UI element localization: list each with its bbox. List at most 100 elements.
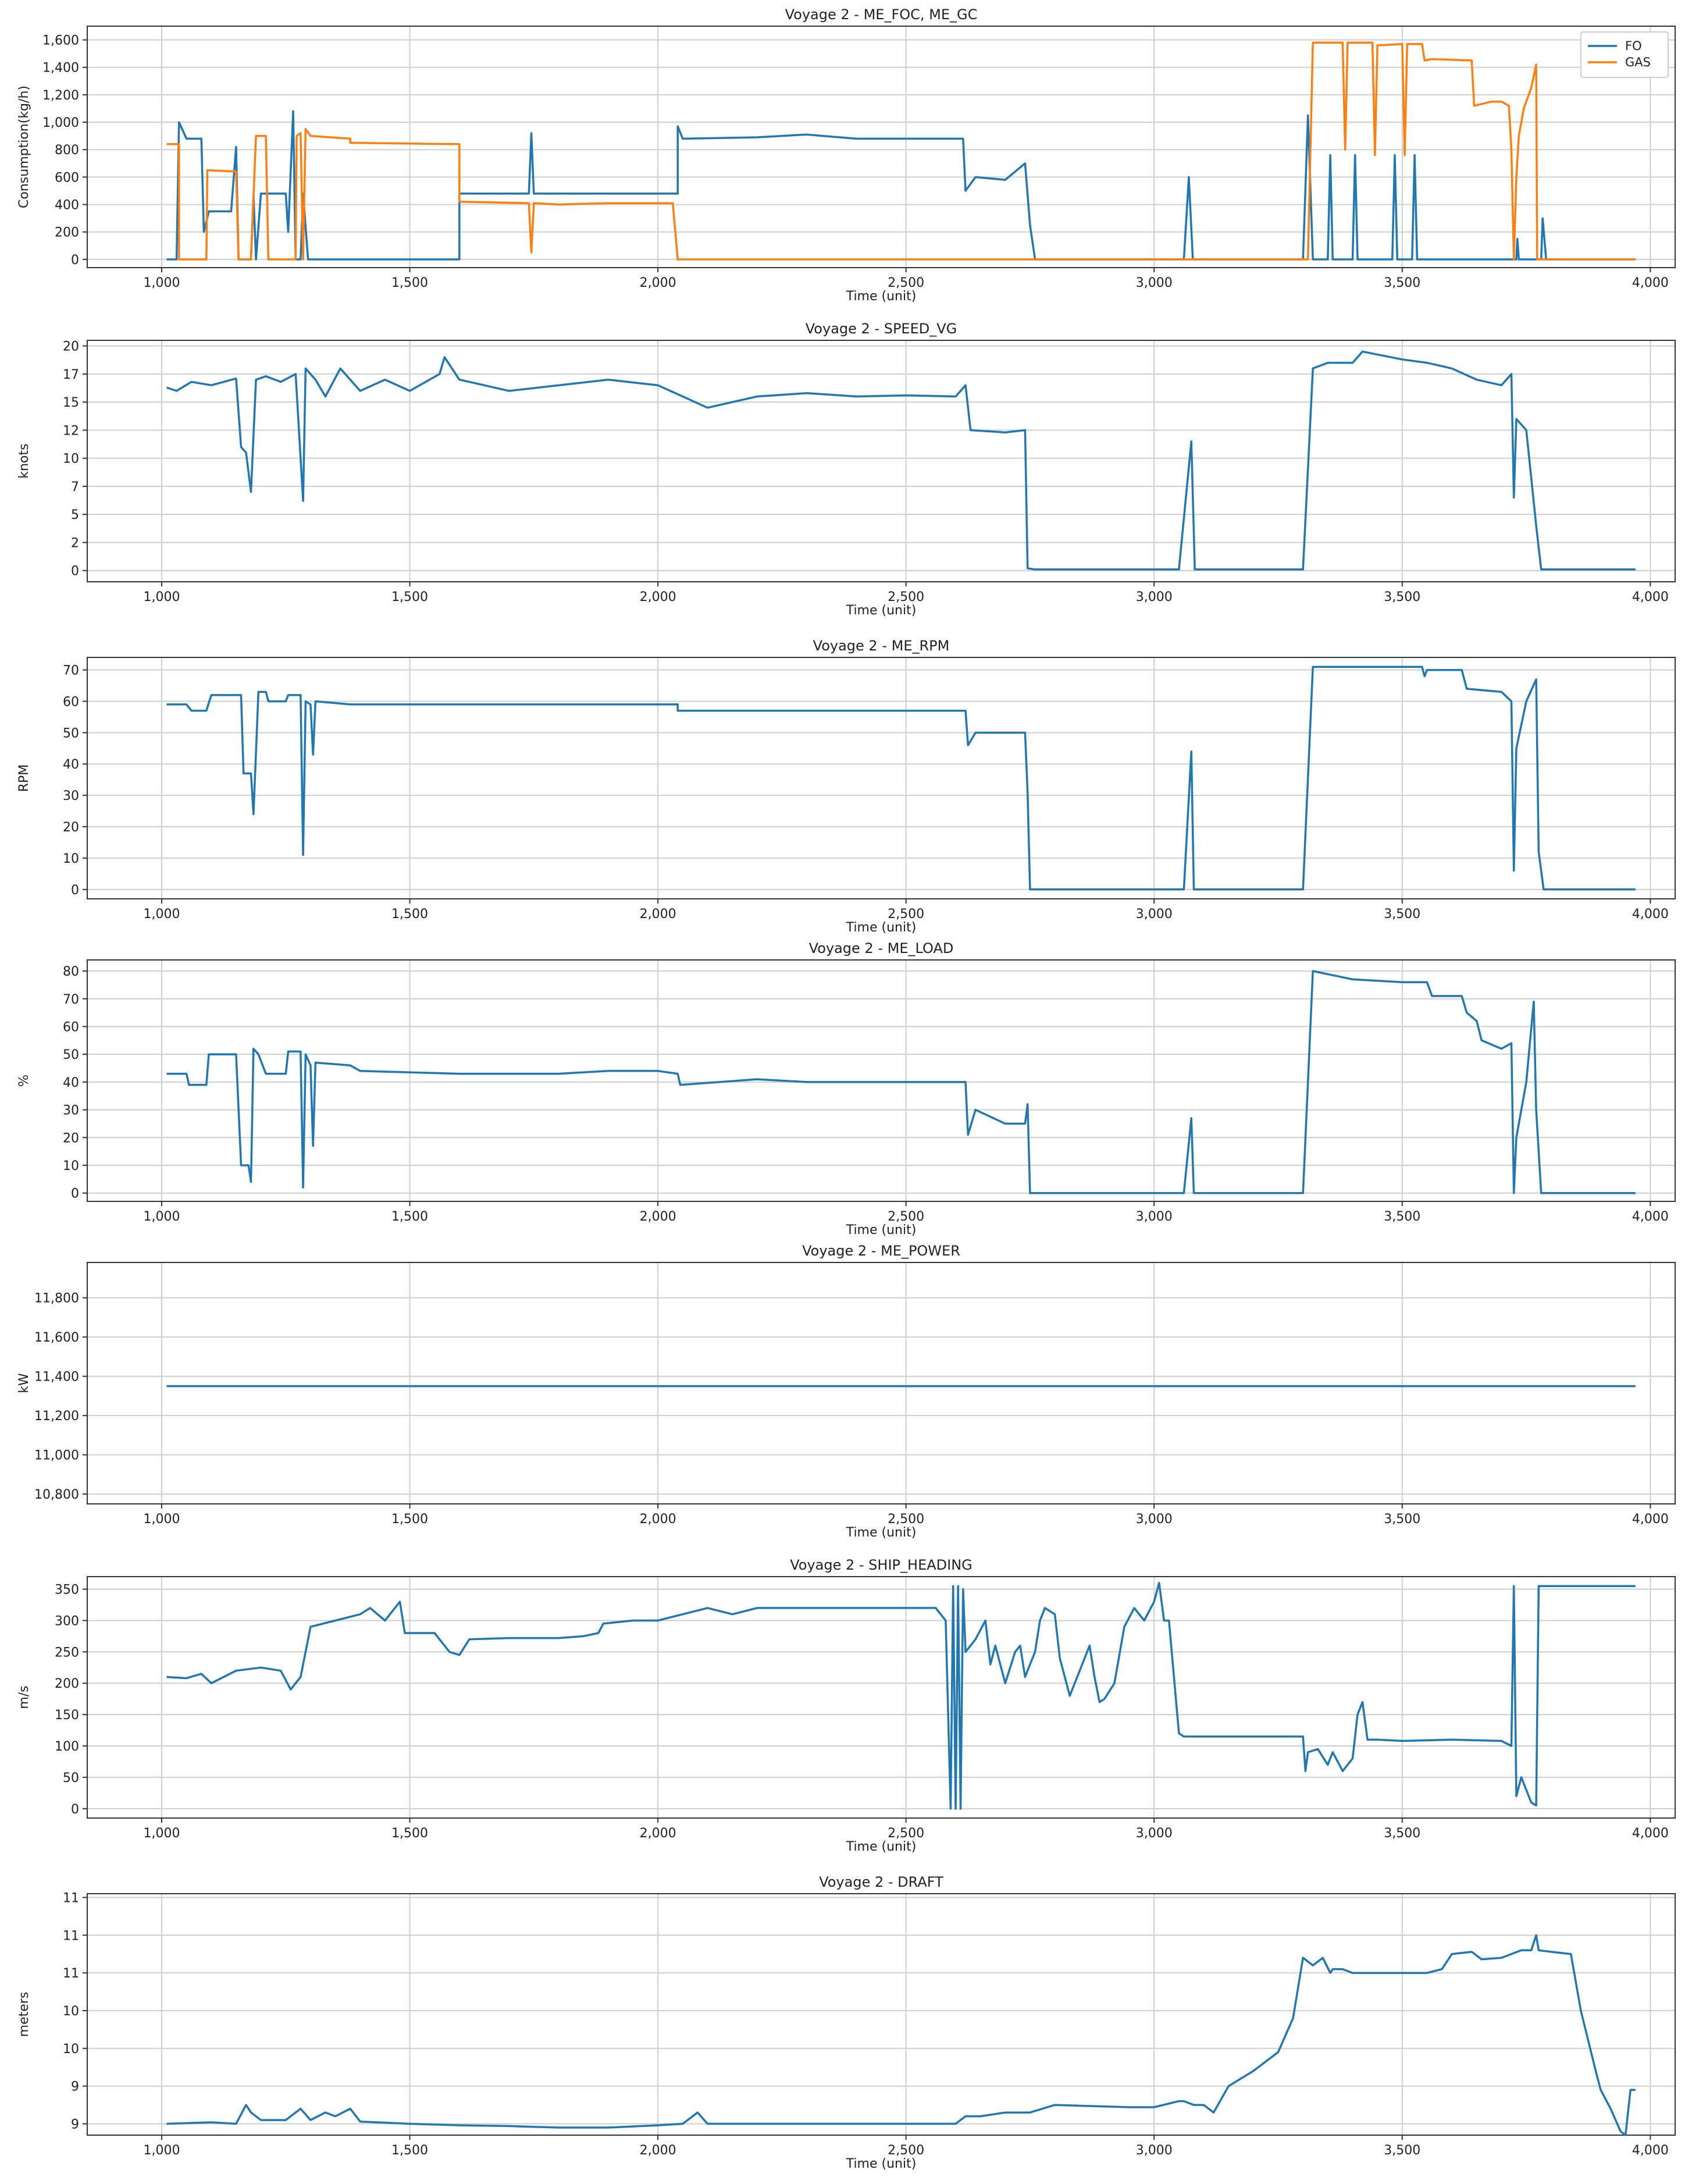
- x-tick-label: 1,000: [143, 1826, 180, 1841]
- x-tick-label: 2,000: [640, 1512, 676, 1527]
- chart-panel: 1,000 1,500 2,000 2,500 3,000 3,500 4,000 0 10 20…: [17, 940, 1676, 1237]
- y-tick-label: 7: [71, 480, 79, 495]
- y-tick-label: 10: [63, 2042, 79, 2057]
- plot-area: [87, 1893, 1676, 2136]
- y-tick-label: 80: [63, 965, 79, 979]
- x-tick-label: 4,000: [1632, 1210, 1669, 1224]
- x-tick-label: 1,500: [391, 1826, 428, 1841]
- y-tick-label: 0: [71, 564, 79, 579]
- x-axis-label: Time (unit): [846, 920, 917, 935]
- x-tick-label: 2,000: [640, 1210, 676, 1224]
- x-axis-label: Time (unit): [846, 1525, 917, 1540]
- y-tick-label: 50: [63, 1048, 79, 1062]
- series-line-value: [166, 1582, 1636, 1810]
- legend-label: GAS: [1625, 55, 1651, 69]
- y-tick-label: 40: [63, 1076, 79, 1090]
- x-tick-label: 3,500: [1384, 907, 1420, 922]
- y-tick-label: 1,600: [42, 34, 79, 48]
- x-tick-label: 1,500: [391, 1512, 428, 1527]
- chart-panel: 1,000 1,500 2,000 2,500 3,000 3,500 4,000 0 10 20…: [17, 638, 1676, 935]
- legend-box: [1580, 31, 1669, 78]
- y-tick-label: 1,000: [42, 116, 79, 130]
- x-tick-label: 1,500: [391, 1210, 428, 1224]
- x-tick-label: 3,500: [1384, 1512, 1420, 1527]
- y-tick-label: 250: [55, 1645, 79, 1660]
- plot-area: [87, 26, 1676, 268]
- x-tick-label: 2,000: [640, 590, 676, 604]
- x-tick-label: 3,000: [1136, 2143, 1173, 2158]
- y-tick-label: 10: [63, 452, 79, 467]
- x-axis-label: Time (unit): [846, 1223, 917, 1237]
- x-axis-label: Time (unit): [846, 603, 917, 618]
- x-tick-label: 1,500: [391, 276, 428, 290]
- chart-panel: 1,000 1,500 2,000 2,500 3,000 3,500 4,000 0 50 10…: [17, 1557, 1676, 1854]
- y-tick-label: 300: [55, 1614, 79, 1628]
- x-tick-label: 2,000: [640, 276, 676, 290]
- x-tick-label: 2,500: [888, 2143, 924, 2158]
- y-tick-label: 100: [55, 1740, 79, 1754]
- x-tick-label: 2,500: [888, 590, 924, 604]
- x-tick-label: 2,500: [888, 1512, 924, 1527]
- y-tick-label: 400: [55, 198, 79, 213]
- y-tick-label: 30: [63, 1104, 79, 1118]
- y-tick-label: 10: [63, 2004, 79, 2019]
- y-axis-label: meters: [17, 1992, 31, 2037]
- y-tick-label: 60: [63, 695, 79, 709]
- y-tick-label: 1,200: [42, 88, 79, 103]
- y-tick-label: 11: [63, 1891, 79, 1905]
- x-tick-label: 3,000: [1136, 1826, 1173, 1841]
- x-tick-label: 2,000: [640, 2143, 676, 2158]
- chart-title: Voyage 2 - ME_LOAD: [809, 940, 954, 956]
- series-line-fo: [166, 110, 1636, 261]
- x-tick-label: 1,500: [391, 590, 428, 604]
- x-tick-label: 3,500: [1384, 1210, 1420, 1224]
- y-tick-label: 800: [55, 143, 79, 158]
- x-tick-label: 2,500: [888, 276, 924, 290]
- x-tick-label: 1,000: [143, 276, 180, 290]
- y-tick-label: 20: [63, 1131, 79, 1146]
- x-tick-label: 3,500: [1384, 1826, 1420, 1841]
- y-tick-label: 200: [55, 226, 79, 240]
- y-tick-label: 11,600: [34, 1331, 79, 1345]
- y-tick-label: 70: [63, 664, 79, 678]
- chart-panel: 1,000 1,500 2,000 2,500 3,000 3,500 4,000 10,80…: [17, 1243, 1676, 1540]
- y-tick-label: 350: [55, 1583, 79, 1598]
- y-tick-label: 50: [63, 1771, 79, 1785]
- x-tick-label: 1,000: [143, 1512, 180, 1527]
- y-axis-label: RPM: [17, 764, 31, 792]
- series-line-gas: [166, 41, 1636, 261]
- x-axis-label: Time (unit): [846, 2157, 917, 2171]
- y-tick-label: 11,400: [34, 1370, 79, 1385]
- x-axis-label: Time (unit): [846, 289, 917, 304]
- x-tick-label: 2,000: [640, 1826, 676, 1841]
- x-tick-label: 3,500: [1384, 2143, 1420, 2158]
- x-tick-label: 2,500: [888, 1210, 924, 1224]
- legend-label: FO: [1625, 39, 1642, 53]
- plot-area: [87, 1262, 1676, 1504]
- y-tick-label: 0: [71, 253, 79, 268]
- x-tick-label: 1,500: [391, 907, 428, 922]
- y-tick-label: 11,800: [34, 1292, 79, 1306]
- y-tick-label: 0: [71, 1802, 79, 1817]
- y-tick-label: 11,200: [34, 1409, 79, 1424]
- y-tick-label: 600: [55, 170, 79, 185]
- y-tick-label: 50: [63, 726, 79, 741]
- series-line-value: [166, 970, 1636, 1194]
- x-tick-label: 4,000: [1632, 276, 1669, 290]
- chart-title: Voyage 2 - ME_POWER: [802, 1243, 960, 1259]
- x-tick-label: 1,000: [143, 1210, 180, 1224]
- y-tick-label: 10: [63, 852, 79, 866]
- y-tick-label: 0: [71, 1187, 79, 1201]
- y-axis-label: %: [17, 1075, 31, 1087]
- y-tick-label: 2: [71, 536, 79, 550]
- plot-area: [87, 340, 1676, 582]
- y-tick-label: 1,400: [42, 61, 79, 76]
- y-tick-label: 11: [63, 1966, 79, 1981]
- x-tick-label: 3,000: [1136, 1210, 1173, 1224]
- y-tick-label: 10,800: [34, 1488, 79, 1502]
- plot-area: [87, 657, 1676, 899]
- legend: FO GAS: [1580, 31, 1669, 78]
- y-tick-label: 20: [63, 820, 79, 835]
- chart-title: Voyage 2 - SHIP_HEADING: [790, 1557, 973, 1573]
